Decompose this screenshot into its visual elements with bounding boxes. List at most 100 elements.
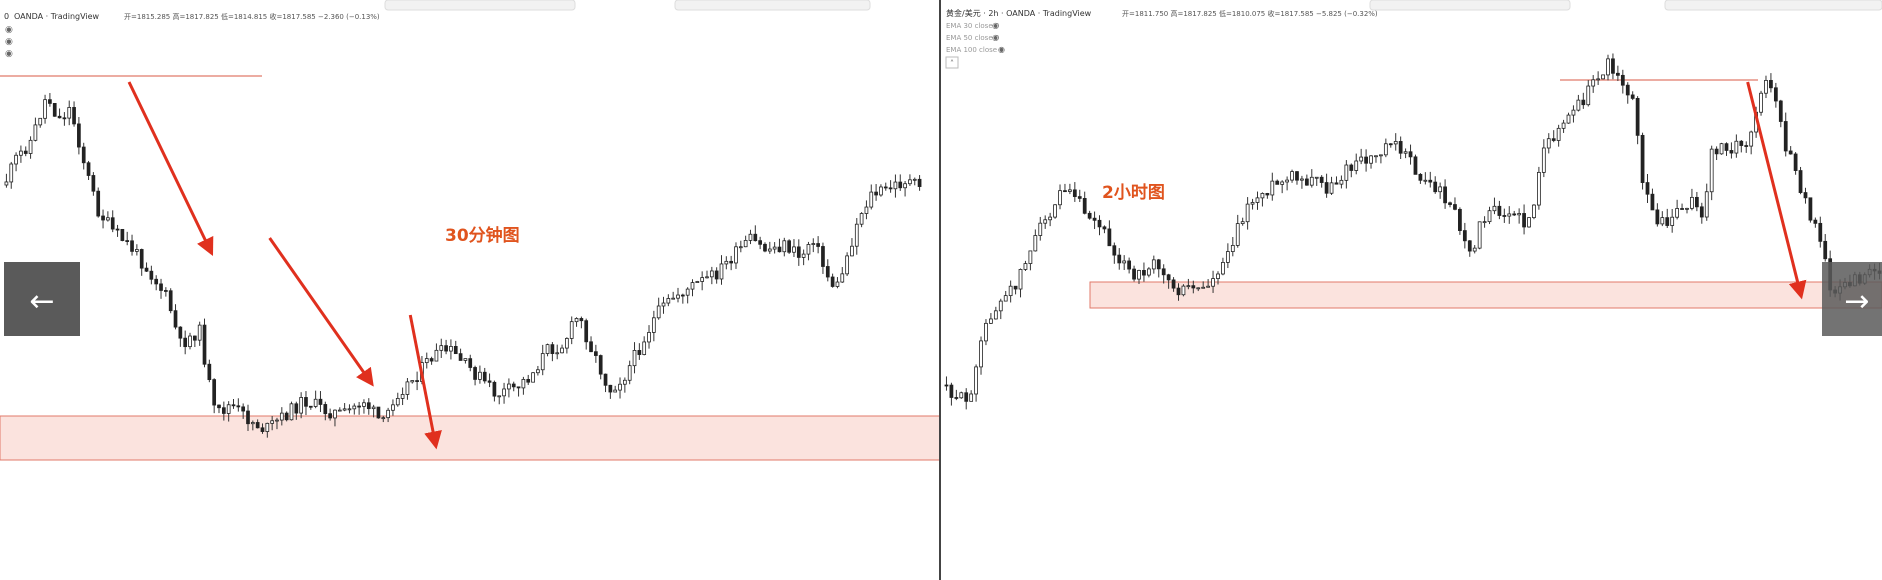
candle (555, 352, 560, 355)
candle (1788, 150, 1793, 155)
candle (1744, 145, 1749, 147)
candle (1068, 189, 1072, 192)
candle (1403, 151, 1408, 154)
nav-next-button[interactable]: → (1822, 262, 1882, 336)
candle (1522, 213, 1526, 228)
candle (1492, 205, 1497, 212)
candle (574, 318, 579, 323)
left-candles (4, 93, 922, 438)
candle (1497, 205, 1502, 216)
candle (1620, 74, 1625, 86)
candle (719, 263, 724, 280)
candle (806, 244, 811, 255)
candle (347, 408, 352, 411)
candle (202, 324, 207, 365)
candle (772, 246, 777, 250)
candle (859, 213, 864, 225)
candle (207, 363, 212, 381)
candle (1063, 190, 1067, 193)
candle (1418, 173, 1423, 181)
candle (1250, 202, 1255, 205)
candle (550, 344, 555, 354)
candle (1808, 197, 1813, 221)
candle (753, 233, 758, 242)
candle (1161, 268, 1166, 276)
candle (840, 273, 845, 283)
candle (1576, 99, 1581, 111)
candle (1783, 121, 1788, 152)
candle (1008, 285, 1013, 297)
candle (565, 338, 569, 349)
candle (521, 379, 526, 389)
candle (1675, 208, 1680, 218)
candle (787, 240, 791, 253)
candle (1018, 269, 1023, 290)
candle (743, 240, 748, 248)
candle (81, 146, 86, 164)
candle (72, 107, 76, 125)
candle (468, 358, 473, 368)
eye-icon[interactable]: ◉ (992, 21, 999, 30)
candle (680, 294, 685, 297)
eye-icon[interactable]: ◉ (992, 33, 999, 42)
candle (1290, 171, 1294, 181)
candle (705, 276, 709, 279)
candle (1739, 140, 1744, 146)
candle (1813, 219, 1818, 224)
candle (1546, 138, 1551, 149)
candle (357, 405, 361, 408)
candle (362, 402, 366, 407)
candle (1541, 147, 1546, 173)
candle (458, 353, 463, 361)
candle (1694, 196, 1699, 208)
candle (959, 392, 964, 399)
candle (1482, 221, 1487, 224)
candle (366, 402, 371, 410)
candle (1304, 178, 1309, 186)
candle (250, 422, 255, 425)
candle (1314, 176, 1319, 179)
candle (1033, 235, 1038, 252)
candle (984, 322, 988, 342)
candle (115, 228, 120, 231)
candle (246, 410, 250, 425)
candle (666, 298, 671, 304)
candle (1383, 143, 1388, 156)
candle (598, 355, 603, 375)
candle (661, 302, 666, 307)
candle (1275, 180, 1280, 185)
candle (1759, 92, 1763, 113)
candle (511, 383, 516, 388)
eye-icon[interactable]: ◉ (998, 45, 1005, 54)
candle (284, 412, 289, 421)
nav-prev-button[interactable]: ← (4, 262, 80, 336)
collapse-legend-button[interactable] (945, 56, 959, 69)
left-chart-panel: 0 OANDA · TradingView 开=1815.285 高=1817.… (0, 12, 941, 461)
candle (1028, 250, 1033, 264)
eye-icon[interactable]: ◉ (5, 37, 13, 47)
candle (642, 341, 647, 355)
candle (516, 386, 521, 389)
candle (738, 246, 743, 249)
left-header-source: OANDA · TradingView (14, 12, 100, 21)
candle (1433, 181, 1438, 193)
candle (1176, 287, 1181, 296)
candle (386, 409, 390, 419)
candle (1704, 191, 1709, 218)
candle (1719, 143, 1724, 155)
right-chart-label: 2小时图 (1102, 183, 1165, 203)
candle (1072, 189, 1077, 197)
eye-icon[interactable]: ◉ (5, 49, 13, 59)
candle (241, 406, 246, 412)
eye-icon[interactable]: ◉ (5, 25, 13, 35)
candle (270, 420, 275, 424)
candle (1003, 295, 1008, 302)
candle (1285, 179, 1289, 183)
candle (917, 178, 922, 187)
indicator-legend-0: EMA 30 close 0 (946, 22, 999, 30)
candle (729, 260, 734, 264)
candle (1280, 181, 1285, 185)
candle (313, 398, 318, 407)
candle (1221, 262, 1225, 275)
